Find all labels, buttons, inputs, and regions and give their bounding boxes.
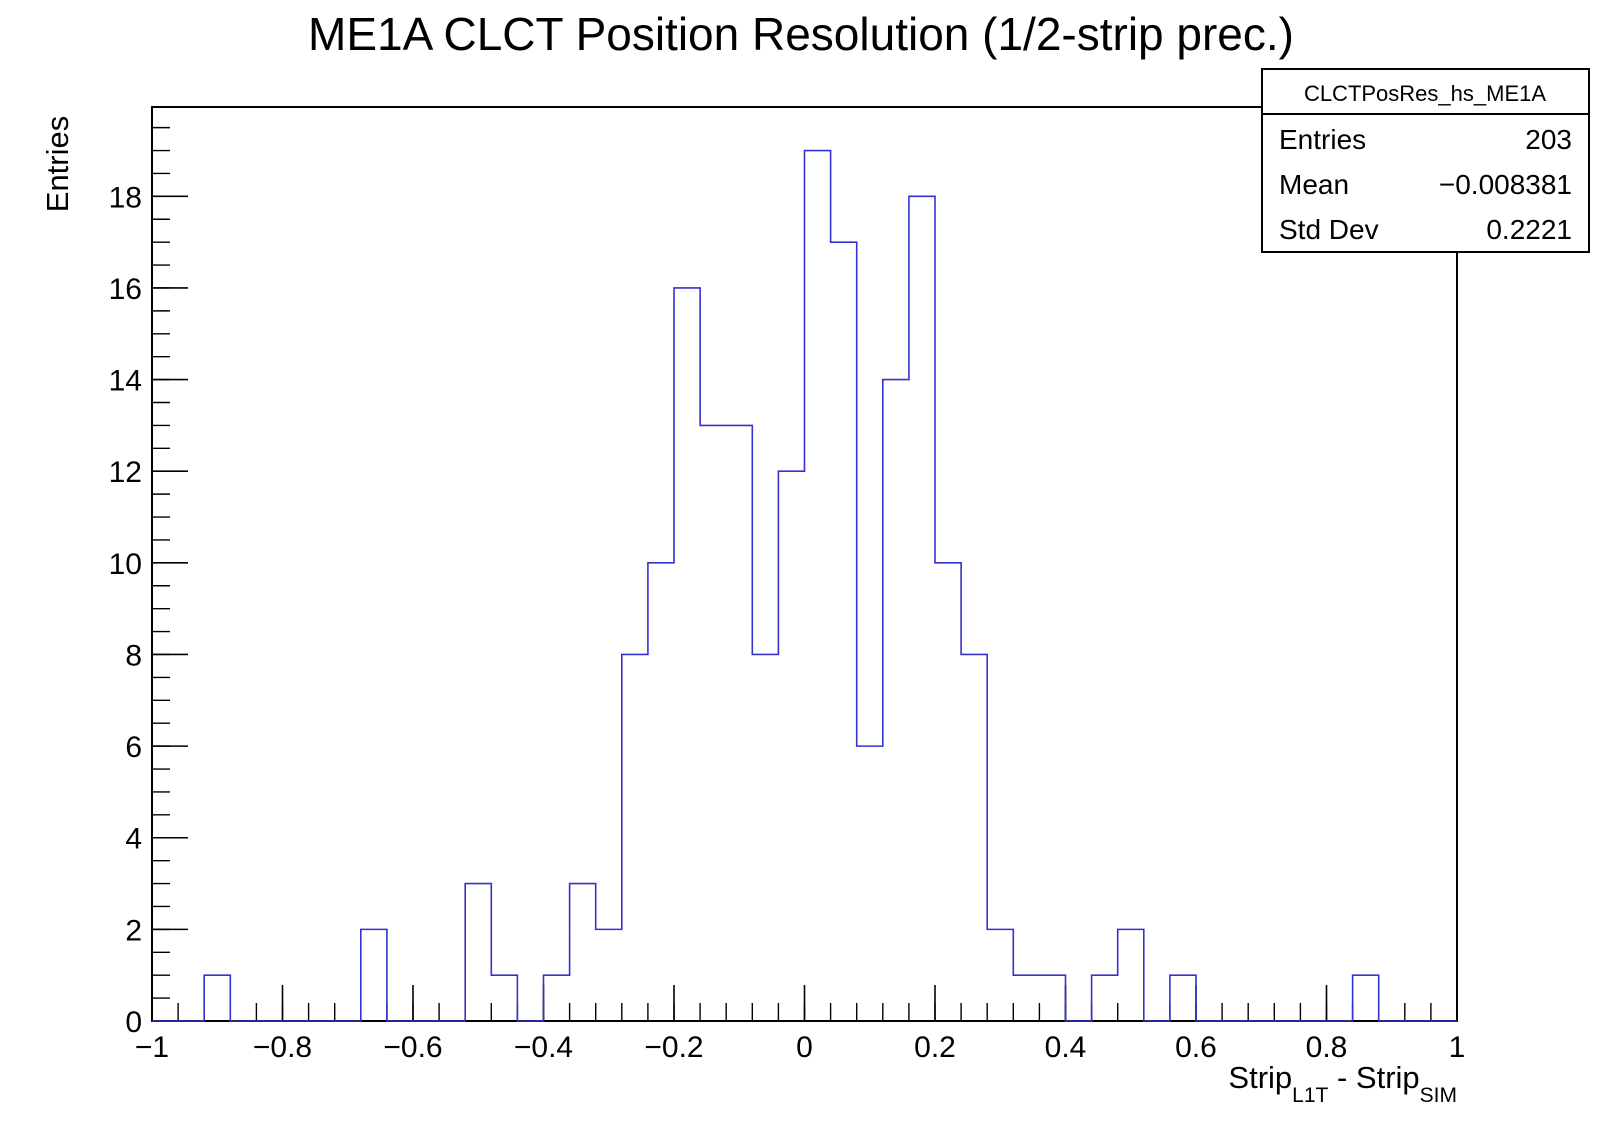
y-tick-label: 2 [125,914,142,947]
x-tick-label: −0.6 [383,1031,442,1064]
stats-box-border [1261,68,1590,253]
x-axis-label: StripL1T - StripSIM [1228,1060,1457,1107]
histogram-bin [935,563,961,1021]
x-label-part-2: - Strip [1328,1060,1419,1095]
histogram-bin [361,929,387,1021]
y-tick-label: 0 [125,1006,142,1039]
y-tick-label: 16 [109,273,142,306]
x-label-subscript-1: L1T [1292,1084,1328,1107]
histogram-bin [987,929,1013,1021]
x-tick-label: −0.8 [253,1031,312,1064]
histogram-bin [465,884,491,1021]
histogram-bin [491,975,517,1021]
x-tick-label: 0.2 [914,1031,956,1064]
histogram-bin [596,929,622,1021]
histogram-bin [1013,975,1039,1021]
histogram-bin [961,654,987,1021]
histogram-bin [700,425,726,1021]
x-tick-label: 0.4 [1045,1031,1087,1064]
y-tick-label: 8 [125,639,142,672]
histogram-bin [1039,975,1065,1021]
x-tick-label: −0.4 [514,1031,573,1064]
x-tick-label: 0.6 [1175,1031,1217,1064]
histogram-bin [726,425,752,1021]
stats-stddev-value: 0.2221 [1486,214,1572,245]
x-tick-label: 1 [1449,1031,1466,1064]
y-tick-label: 10 [109,548,142,581]
x-label-subscript-2: SIM [1420,1084,1457,1107]
stats-entries-label: Entries [1279,124,1366,155]
histogram-bin [909,196,935,1021]
histogram-bin [204,975,230,1021]
histogram-bin [622,654,648,1021]
x-tick-label: 0.8 [1306,1031,1348,1064]
x-tick-label: −1 [135,1031,169,1064]
histogram-bin [831,242,857,1021]
histogram-bin [805,151,831,1021]
x-label-part-1: Strip [1228,1060,1292,1095]
x-tick-label: 0 [796,1031,813,1064]
chart-title: ME1A CLCT Position Resolution (1/2-strip… [308,8,1294,60]
histogram-bin [648,563,674,1021]
x-axis-ticks: −1 −0.8 −0.6 −0.4 −0.2 0 0.2 0.4 0.6 0.8 1 [135,985,1465,1064]
histogram-bin [674,288,700,1021]
stats-mean-label: Mean [1279,169,1349,200]
histogram-bin [778,471,804,1021]
histogram-bin [1092,975,1118,1021]
histogram-bins [204,151,1379,1021]
histogram-bin [857,746,883,1021]
histogram-bin [544,975,570,1021]
stats-stddev-label: Std Dev [1279,214,1379,245]
histogram-bin [1118,929,1144,1021]
stats-box-title: CLCTPosRes_hs_ME1A [1304,81,1546,106]
y-tick-label: 6 [125,731,142,764]
histogram-bin [1353,975,1379,1021]
histogram-bin [752,654,778,1021]
histogram-outline [152,149,1457,1022]
histogram-bin [1170,975,1196,1021]
stats-mean-value: −0.008381 [1439,169,1572,200]
y-tick-label: 14 [109,365,142,398]
stats-box: CLCTPosRes_hs_ME1A Entries 203 Mean −0.0… [1261,68,1590,253]
x-tick-label: −0.2 [644,1031,703,1064]
histogram-bin [883,380,909,1021]
y-axis-ticks: 0 2 4 6 8 10 12 14 16 18 [109,181,188,1039]
histogram-bin [570,884,596,1021]
stats-entries-value: 203 [1525,124,1572,155]
y-tick-label: 18 [109,181,142,214]
y-tick-label: 4 [125,823,142,856]
y-tick-label: 12 [109,456,142,489]
y-axis-label: Entries [40,116,75,212]
